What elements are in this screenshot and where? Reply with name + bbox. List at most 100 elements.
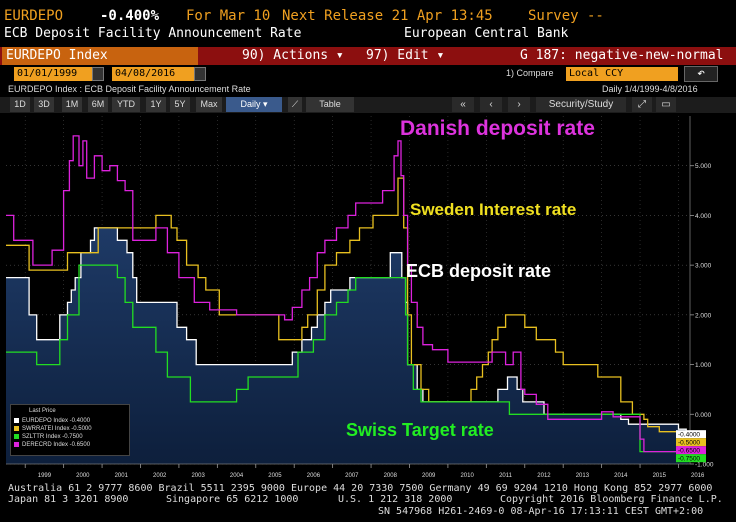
- legend-item: EURDEPO Index -0.4000: [14, 418, 90, 425]
- compare-select[interactable]: Local CCY: [566, 67, 678, 81]
- series-line: [6, 135, 689, 453]
- last-value-label: -0.4000: [678, 431, 700, 438]
- x-tick-label: 2010: [460, 473, 474, 479]
- series-line: [6, 177, 689, 440]
- annotation-ecb: ECB deposit rate: [406, 261, 552, 281]
- source-label: European Central Bank: [404, 26, 569, 41]
- calendar-icon[interactable]: [194, 67, 206, 81]
- x-tick-label: 2002: [153, 473, 167, 479]
- security-study-label: Security/Study: [548, 99, 614, 110]
- table-label: Table: [319, 99, 341, 109]
- y-tick-label: 5.000: [695, 163, 712, 170]
- line-chart-icon[interactable]: ⟋: [288, 97, 302, 112]
- period-1y[interactable]: 1Y: [146, 97, 166, 112]
- y-tick-label: -1.000: [695, 462, 714, 469]
- x-tick-label: 2005: [268, 473, 282, 479]
- end-date-field[interactable]: 04/08/2016: [112, 67, 196, 81]
- back-button[interactable]: ↶: [684, 66, 718, 82]
- index-name: EURDEPO Index: [6, 48, 108, 63]
- legend-item: DERECRD Index -0.6500: [14, 442, 90, 449]
- legend-item: SWRRATEI Index -0.5000: [14, 426, 92, 433]
- period-3d[interactable]: 3D: [34, 97, 54, 112]
- footer-contacts: Australia 61 2 9777 8600 Brazil 5511 239…: [8, 483, 713, 494]
- footer-session: SN 547968 H261-2469-0 08-Apr-16 17:13:11…: [378, 506, 704, 517]
- period-ytd[interactable]: YTD: [112, 97, 140, 112]
- settings-icon[interactable]: ▭: [656, 97, 676, 112]
- scroll-forward-icon[interactable]: ›: [508, 97, 530, 112]
- next-release: Next Release 21 Apr 13:45: [282, 8, 493, 24]
- series-line: [6, 264, 689, 453]
- x-tick-label: 2007: [345, 473, 359, 479]
- start-date-field[interactable]: 01/01/1999: [14, 67, 92, 81]
- footer-singapore: Singapore 65 6212 1000: [166, 494, 299, 505]
- current-value: -0.400%: [100, 8, 160, 24]
- compare-value: Local CCY: [569, 68, 624, 79]
- scroll-left-icon[interactable]: «: [452, 97, 474, 112]
- last-value-label: -0.5000: [678, 439, 700, 446]
- y-tick-label: 4.000: [695, 213, 712, 220]
- x-tick-label: 2009: [422, 473, 436, 479]
- x-tick-label: 1999: [38, 473, 52, 479]
- calendar-icon[interactable]: [92, 67, 104, 81]
- legend-item-label: EURDEPO Index -0.4000: [22, 418, 91, 425]
- period-5y[interactable]: 5Y: [170, 97, 190, 112]
- legend-swatch: [14, 418, 19, 423]
- footer-us: U.S. 1 212 318 2000: [338, 494, 453, 505]
- last-value-label: -0.7500: [678, 455, 700, 462]
- ticker-label: EURDEPO: [4, 8, 64, 24]
- period-1m[interactable]: 1M: [62, 97, 82, 112]
- x-tick-label: 2013: [576, 473, 590, 479]
- x-tick-label: 2004: [230, 473, 244, 479]
- annotation-swiss: Swiss Target rate: [346, 420, 494, 440]
- compare-label: 1) Compare: [506, 68, 554, 78]
- period-6m[interactable]: 6M: [88, 97, 108, 112]
- last-value-badge: [676, 430, 706, 439]
- x-tick-label: 2003: [191, 473, 205, 479]
- period-max[interactable]: Max: [196, 97, 222, 112]
- last-value-badge: [676, 454, 706, 463]
- legend-swatch: [14, 434, 19, 439]
- chart-name[interactable]: G 187: negative-new-normal: [520, 48, 724, 63]
- legend-title: Last Price: [29, 408, 56, 414]
- legend-item-label: SWRRATEI Index -0.5000: [22, 426, 92, 433]
- date-span: Daily 1/4/1999-4/8/2016: [602, 84, 698, 94]
- footer-copyright: Copyright 2016 Bloomberg Finance L.P.: [500, 494, 723, 505]
- index-name-box[interactable]: EURDEPO Index: [2, 47, 198, 65]
- footer-japan: Japan 81 3 3201 8900: [8, 494, 129, 505]
- zoom-icon[interactable]: ⤢: [632, 97, 652, 112]
- legend-swatch: [14, 426, 19, 431]
- x-tick-label: 2012: [537, 473, 551, 479]
- survey-label: Survey --: [528, 8, 604, 24]
- x-tick-label: 2015: [653, 473, 667, 479]
- period-1d[interactable]: 1D: [10, 97, 30, 112]
- legend-item-label: DERECRD Index -0.6500: [22, 442, 91, 449]
- annotation-sweden: Sweden Interest rate: [410, 200, 577, 219]
- x-tick-label: 2016: [691, 473, 705, 479]
- x-tick-label: 2006: [307, 473, 321, 479]
- annotation-danish: Danish deposit rate: [400, 117, 595, 140]
- y-tick-label: 1.000: [695, 362, 712, 369]
- legend-item-label: SZLTTR Index -0.7500: [22, 434, 83, 441]
- table-button[interactable]: Table: [306, 97, 354, 112]
- actions-menu[interactable]: 90) Actions ▾: [242, 48, 344, 63]
- series-line: [6, 227, 689, 435]
- x-tick-label: 2001: [115, 473, 129, 479]
- series-area-fill: [6, 227, 689, 464]
- x-tick-label: 2011: [499, 473, 513, 479]
- y-tick-label: 0.000: [695, 412, 712, 419]
- for-date: For Mar 10: [186, 8, 271, 24]
- frequency-select[interactable]: Daily ▾: [226, 97, 282, 112]
- security-study-button[interactable]: Security/Study: [536, 97, 626, 112]
- legend-swatch: [14, 442, 19, 447]
- x-tick-label: 2014: [614, 473, 628, 479]
- last-value-badge: [676, 438, 706, 447]
- last-value-badge: [676, 446, 706, 455]
- last-value-label: -0.6500: [678, 447, 700, 454]
- x-tick-label: 2000: [76, 473, 90, 479]
- y-tick-label: 3.000: [695, 263, 712, 270]
- scroll-back-icon[interactable]: ‹: [480, 97, 502, 112]
- chart-legend: Last Price EURDEPO Index -0.4000 SWRRATE…: [10, 404, 130, 456]
- x-tick-label: 2008: [384, 473, 398, 479]
- edit-menu[interactable]: 97) Edit ▾: [366, 48, 445, 63]
- y-tick-label: 2.000: [695, 312, 712, 319]
